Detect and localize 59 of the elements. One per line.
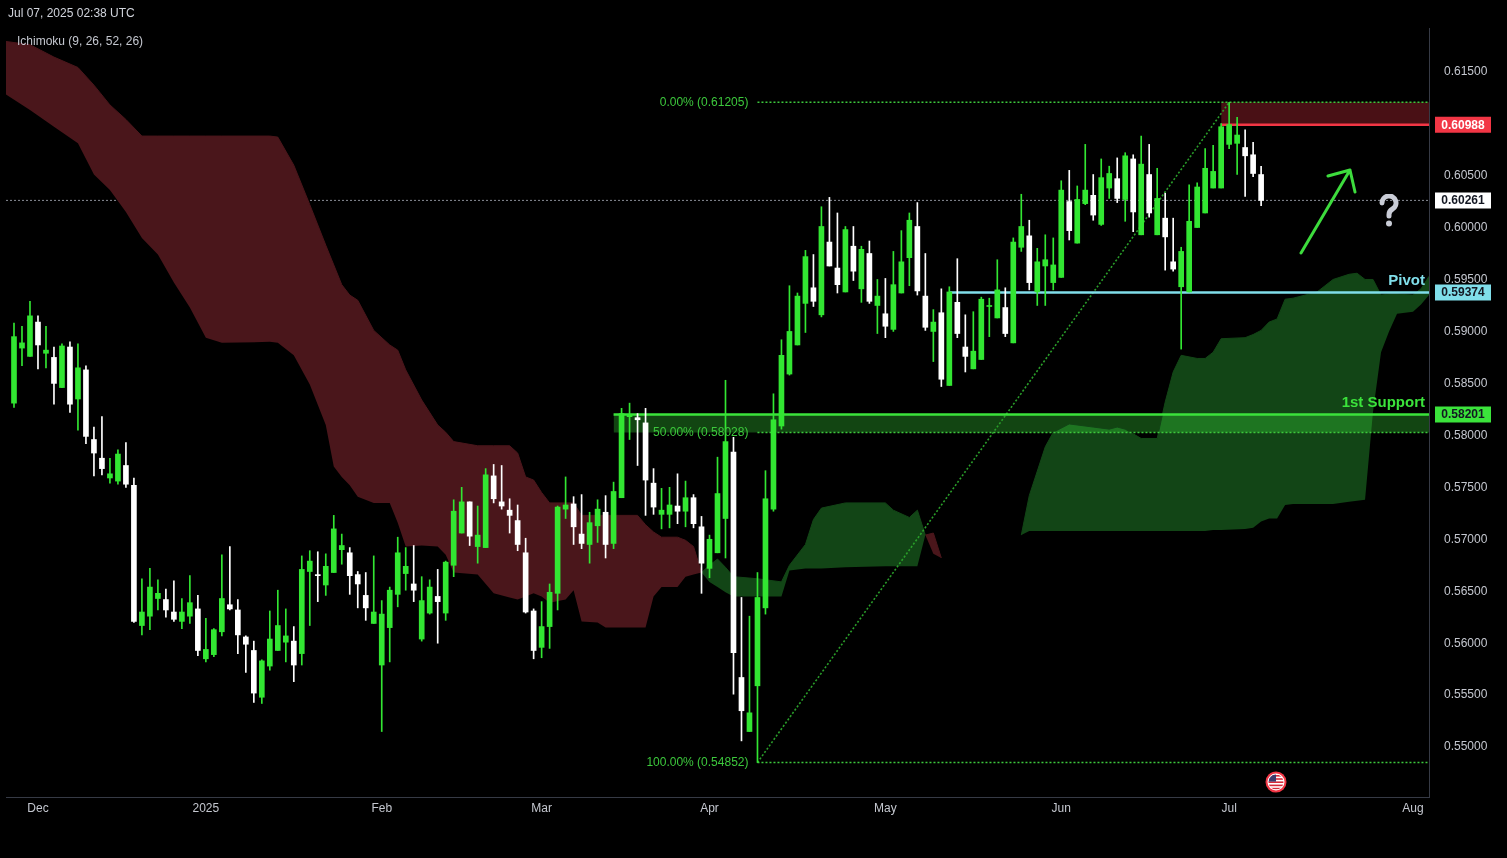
ref-line-label: 0.60261	[1441, 193, 1486, 208]
candlestick	[338, 533, 345, 565]
candlestick	[282, 608, 289, 663]
candlestick	[362, 572, 369, 621]
candlestick	[1042, 234, 1049, 306]
candlestick	[314, 551, 321, 602]
y-tick-label: 0.55000	[1444, 739, 1488, 754]
y-tick-label: 0.56500	[1444, 583, 1488, 598]
data-label: 0.59374	[1441, 285, 1486, 300]
x-tick-label: Jul	[1221, 800, 1237, 815]
y-tick-label: 0.59500	[1444, 271, 1488, 286]
candlestick	[171, 580, 177, 622]
chart-title: Jul 07, 2025 02:38 UTC	[8, 6, 135, 20]
x-tick-label: Apr	[700, 800, 719, 815]
candlestick	[1234, 117, 1240, 175]
x-tick-label: May	[874, 800, 897, 815]
candlestick	[962, 314, 969, 373]
y-tick-label: 0.56000	[1444, 635, 1488, 650]
candlestick	[370, 555, 377, 624]
candlestick	[19, 325, 25, 367]
candlestick	[1082, 144, 1089, 205]
candlestick	[306, 550, 313, 626]
y-tick-label: 0.57500	[1444, 479, 1488, 494]
series-label: 0.00% (0.61205)	[659, 94, 749, 109]
candlestick	[243, 635, 249, 673]
y-tick-label: 0.60500	[1444, 167, 1488, 182]
y-tick-label: 0.61500	[1444, 63, 1488, 78]
data-label: 0.60988	[1441, 117, 1486, 132]
y-tick-label: 0.57000	[1444, 531, 1488, 546]
candlestick	[227, 546, 233, 611]
candlestick	[99, 416, 105, 476]
x-tick-label: Dec	[27, 800, 49, 815]
candlestick	[1170, 217, 1177, 272]
series-label: 100.00% (0.54852)	[646, 754, 749, 769]
data-label: 0.58201	[1441, 407, 1486, 422]
x-tick-label: Mar	[531, 800, 552, 815]
x-tick-label: Aug	[1402, 800, 1424, 815]
y-tick-label: 0.58000	[1444, 427, 1488, 442]
candlestick	[139, 578, 145, 636]
candlestick	[1242, 129, 1248, 197]
candlestick	[203, 617, 209, 663]
candlestick	[410, 545, 417, 602]
series-label: 1st Support	[1341, 393, 1425, 411]
candlestick	[155, 579, 161, 611]
candlestick	[107, 457, 113, 484]
candlestick	[402, 547, 409, 591]
candlestick	[1162, 192, 1169, 271]
x-tick-label: Feb	[371, 800, 393, 815]
x-tick-label: Jun	[1051, 800, 1071, 815]
candlestick	[43, 325, 49, 369]
y-tick-label: 0.55500	[1444, 687, 1488, 702]
y-tick-label: 0.60000	[1444, 219, 1488, 234]
x-tick-label: 2025	[192, 800, 220, 815]
annotation: Ichimoku (9, 26, 52, 26)	[17, 34, 144, 48]
candlestick	[986, 297, 993, 337]
candlestick	[434, 569, 441, 644]
y-tick-label: 0.59000	[1444, 323, 1488, 338]
y-tick-label: 0.58500	[1444, 375, 1488, 390]
series-label: Pivot	[1388, 271, 1425, 289]
